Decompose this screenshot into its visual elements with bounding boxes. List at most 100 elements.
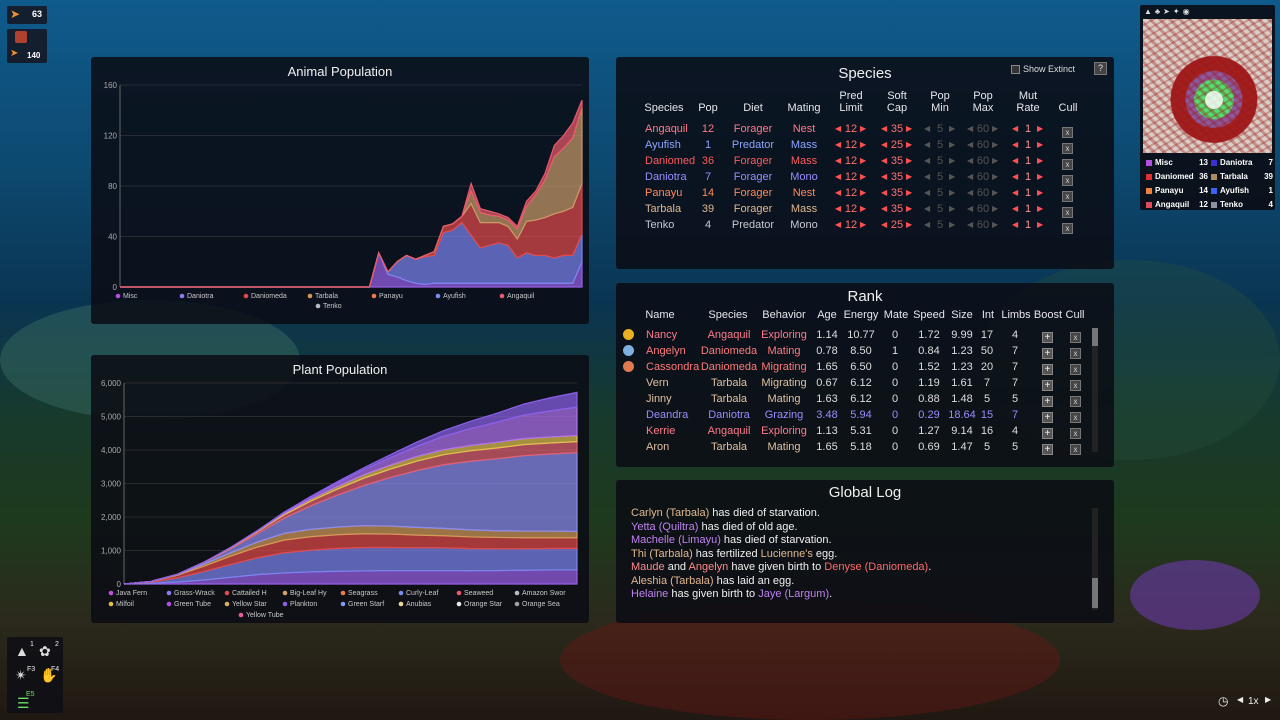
species-row[interactable]: Tarbala 39 Forager Mass ◀ 12 ▶ ◀ 35 ▶ ◀ 5 ▶ ◀ 60 ▶ ◀ 1 ▶ x bbox=[0, 201, 1280, 218]
species-pred-limit-increase[interactable]: ▶ bbox=[860, 220, 867, 229]
legend-label[interactable]: Tarbala bbox=[315, 293, 338, 300]
species-pop-max-decrease[interactable]: ◀ bbox=[967, 124, 974, 133]
legend-label[interactable]: Green Tube bbox=[174, 601, 211, 608]
hand-tool-icon[interactable]: ✋ bbox=[40, 667, 58, 683]
species-mut-rate-increase[interactable]: ▶ bbox=[1037, 204, 1044, 213]
species-soft-cap-decrease[interactable]: ◀ bbox=[881, 124, 888, 133]
species-pop-min-decrease[interactable]: ◀ bbox=[924, 140, 931, 149]
species-pop-min-increase[interactable]: ▶ bbox=[949, 188, 956, 197]
cull-button[interactable]: x bbox=[1070, 348, 1081, 359]
species-pred-limit-increase[interactable]: ▶ bbox=[860, 204, 867, 213]
species-pop-max-increase[interactable]: ▶ bbox=[992, 140, 999, 149]
mountain-icon[interactable]: ▲ bbox=[1144, 7, 1155, 16]
species-row[interactable]: Ayufish 1 Predator Mass ◀ 12 ▶ ◀ 25 ▶ ◀ 5 ▶ ◀ 60 ▶ ◀ 1 ▶ x bbox=[0, 137, 1280, 154]
legend-label[interactable]: Plankton bbox=[290, 601, 317, 608]
boost-button[interactable]: + bbox=[1042, 396, 1053, 407]
boost-button[interactable]: + bbox=[1042, 428, 1053, 439]
cull-button[interactable]: x bbox=[1070, 380, 1081, 391]
species-pop-max-increase[interactable]: ▶ bbox=[992, 188, 999, 197]
species-pred-limit-decrease[interactable]: ◀ bbox=[835, 140, 842, 149]
species-pop-min-decrease[interactable]: ◀ bbox=[924, 204, 931, 213]
cull-button[interactable]: x bbox=[1070, 444, 1081, 455]
boost-button[interactable]: + bbox=[1042, 348, 1053, 359]
cull-button[interactable]: x bbox=[1062, 223, 1073, 234]
cull-button[interactable]: x bbox=[1070, 396, 1081, 407]
rank-hdr-cull[interactable]: Cull bbox=[1065, 309, 1085, 321]
rank-row[interactable]: Cassondra Daniomeda Migrating 1.65 6.50 0 1.52… bbox=[0, 359, 1280, 375]
speed-up-button[interactable]: ▶ bbox=[1265, 695, 1272, 704]
species-mut-rate-decrease[interactable]: ◀ bbox=[1012, 220, 1019, 229]
species-mut-rate-decrease[interactable]: ◀ bbox=[1012, 156, 1019, 165]
rank-hdr-size[interactable]: Size bbox=[951, 309, 973, 321]
legend-label[interactable]: Amazon Swor bbox=[522, 590, 566, 597]
species-pop-max-decrease[interactable]: ◀ bbox=[967, 156, 974, 165]
species-soft-cap-decrease[interactable]: ◀ bbox=[881, 156, 888, 165]
species-mut-rate-decrease[interactable]: ◀ bbox=[1012, 140, 1019, 149]
species-pop-min-decrease[interactable]: ◀ bbox=[924, 124, 931, 133]
species-row[interactable]: Daniomed 36 Forager Mass ◀ 12 ▶ ◀ 35 ▶ ◀ 5 ▶ ◀ 60 ▶ ◀ 1 ▶ x bbox=[0, 153, 1280, 170]
rank-hdr-speed[interactable]: Speed bbox=[913, 309, 945, 321]
show-extinct-checkbox[interactable] bbox=[1011, 65, 1020, 75]
species-pred-limit-decrease[interactable]: ◀ bbox=[835, 172, 842, 181]
rank-row[interactable]: Deandra Daniotra Grazing 3.48 5.94 0 0.29 18.64… bbox=[0, 407, 1280, 423]
species-mut-rate-increase[interactable]: ▶ bbox=[1037, 188, 1044, 197]
species-pop-min-decrease[interactable]: ◀ bbox=[924, 156, 931, 165]
legend-label[interactable]: Grass-Wrack bbox=[174, 590, 215, 597]
species-pred-limit-increase[interactable]: ▶ bbox=[860, 140, 867, 149]
species-pred-limit-increase[interactable]: ▶ bbox=[860, 124, 867, 133]
species-mut-rate-decrease[interactable]: ◀ bbox=[1012, 172, 1019, 181]
species-row[interactable]: Angaquil 12 Forager Nest ◀ 12 ▶ ◀ 35 ▶ ◀ 5 ▶ ◀ 60 ▶ ◀ 1 ▶ x bbox=[0, 121, 1280, 138]
species-pop-min-decrease[interactable]: ◀ bbox=[924, 172, 931, 181]
boost-button[interactable]: + bbox=[1042, 444, 1053, 455]
legend-label[interactable]: Misc bbox=[123, 293, 138, 300]
cull-button[interactable]: x bbox=[1062, 191, 1073, 202]
cull-button[interactable]: x bbox=[1062, 143, 1073, 154]
fish-filter-icon[interactable]: ➤ bbox=[1163, 7, 1173, 16]
plant-filter-icon[interactable]: ✦ bbox=[1172, 7, 1183, 16]
species-pop-min-increase[interactable]: ▶ bbox=[949, 140, 956, 149]
boost-button[interactable]: + bbox=[1042, 364, 1053, 375]
species-soft-cap-decrease[interactable]: ◀ bbox=[881, 188, 888, 197]
species-mut-rate-increase[interactable]: ▶ bbox=[1037, 172, 1044, 181]
species-mut-rate-decrease[interactable]: ◀ bbox=[1012, 124, 1019, 133]
cull-button[interactable]: x bbox=[1070, 412, 1081, 423]
species-soft-cap-decrease[interactable]: ◀ bbox=[881, 140, 888, 149]
legend-label[interactable]: Big-Leaf Hy bbox=[290, 590, 327, 597]
boost-button[interactable]: + bbox=[1042, 380, 1053, 391]
cull-button[interactable]: x bbox=[1062, 175, 1073, 186]
species-pred-limit-decrease[interactable]: ◀ bbox=[835, 124, 842, 133]
boost-button[interactable]: + bbox=[1042, 332, 1053, 343]
legend-label[interactable]: Ayufish bbox=[443, 293, 466, 300]
species-soft-cap-increase[interactable]: ▶ bbox=[906, 124, 913, 133]
species-pred-limit-increase[interactable]: ▶ bbox=[860, 156, 867, 165]
rank-row[interactable]: Nancy Angaquil Exploring 1.14 10.77 0 1.72 9.99… bbox=[0, 327, 1280, 343]
log-scrollbar[interactable] bbox=[1092, 508, 1098, 610]
species-soft-cap-increase[interactable]: ▶ bbox=[906, 220, 913, 229]
rank-hdr-int[interactable]: Int bbox=[981, 309, 995, 321]
log-scrollbar-thumb[interactable] bbox=[1092, 578, 1098, 608]
species-pop-min-increase[interactable]: ▶ bbox=[949, 172, 956, 181]
species-mut-rate-decrease[interactable]: ◀ bbox=[1012, 204, 1019, 213]
legend-label[interactable]: Seagrass bbox=[348, 590, 378, 597]
cull-button[interactable]: x bbox=[1062, 127, 1073, 138]
show-extinct-toggle[interactable]: Show Extinct bbox=[1011, 64, 1075, 75]
cull-button[interactable]: x bbox=[1070, 332, 1081, 343]
legend-label[interactable]: Yellow Tube bbox=[246, 612, 284, 619]
legend-label[interactable]: Cattailed H bbox=[232, 590, 267, 597]
rank-hdr-age[interactable]: Age bbox=[817, 309, 837, 321]
species-pop-min-decrease[interactable]: ◀ bbox=[924, 188, 931, 197]
species-pred-limit-increase[interactable]: ▶ bbox=[860, 188, 867, 197]
terrain-tool-icon[interactable]: ▲ bbox=[15, 643, 29, 659]
boost-button[interactable]: + bbox=[1042, 412, 1053, 423]
rank-row[interactable]: Angelyn Daniomeda Mating 0.78 8.50 1 0.84 1.23 5… bbox=[0, 343, 1280, 359]
rank-hdr-name[interactable]: Name bbox=[645, 309, 675, 321]
species-pop-max-decrease[interactable]: ◀ bbox=[967, 140, 974, 149]
species-soft-cap-increase[interactable]: ▶ bbox=[906, 140, 913, 149]
legend-label[interactable]: Panayu bbox=[379, 293, 403, 300]
species-pop-min-decrease[interactable]: ◀ bbox=[924, 220, 931, 229]
menu-icon[interactable]: ☰ bbox=[17, 695, 30, 711]
species-pop-min-increase[interactable]: ▶ bbox=[949, 220, 956, 229]
cull-button[interactable]: x bbox=[1070, 428, 1081, 439]
species-pop-min-increase[interactable]: ▶ bbox=[949, 124, 956, 133]
creature-tool-icon[interactable]: ✴ bbox=[15, 667, 27, 683]
